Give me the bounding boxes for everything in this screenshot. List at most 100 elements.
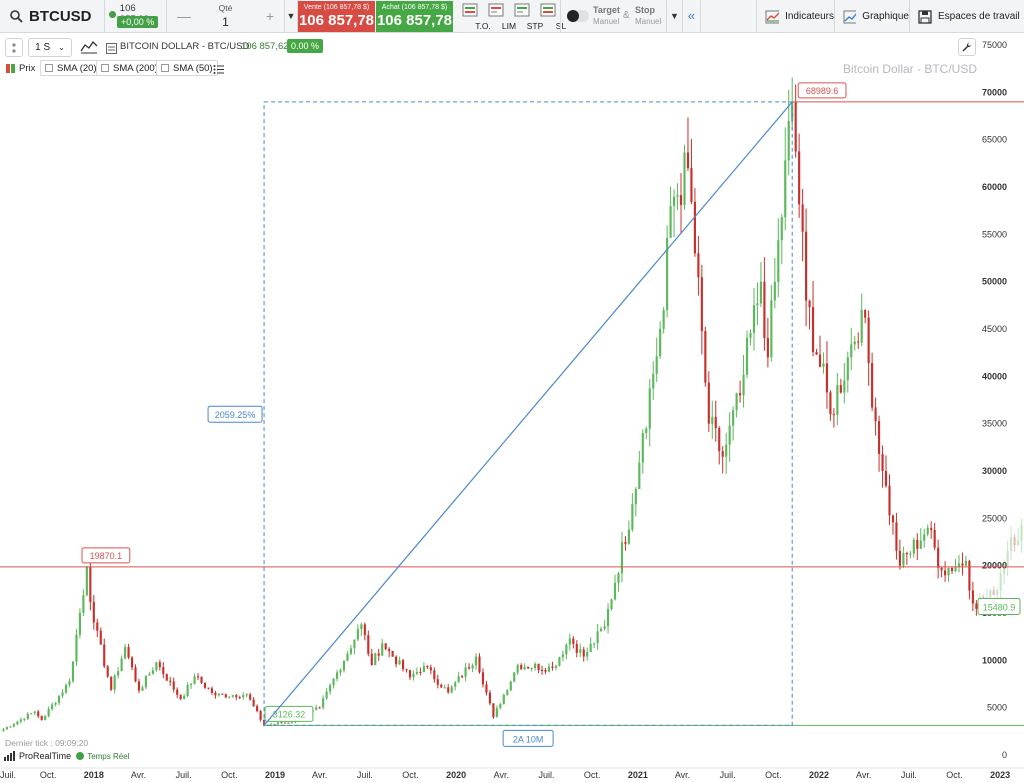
order-type-lim-button[interactable]: LIM xyxy=(483,3,516,31)
toggle-switch[interactable] xyxy=(567,10,589,22)
candle xyxy=(676,183,679,211)
timeframe-value: 1 S xyxy=(35,42,51,53)
drag-handle[interactable] xyxy=(5,38,23,57)
candle xyxy=(811,280,815,357)
candle xyxy=(572,636,575,649)
candle xyxy=(540,665,544,675)
symbol-search[interactable]: BTCUSD xyxy=(0,0,105,33)
candle xyxy=(916,533,919,561)
candle xyxy=(666,225,669,318)
candle xyxy=(443,684,446,689)
candle xyxy=(610,598,613,611)
candle xyxy=(287,722,290,724)
order-type-stp-button[interactable]: STP xyxy=(509,3,543,31)
legend-sma-200[interactable]: SMA (200) xyxy=(96,60,163,76)
candle xyxy=(805,208,808,327)
candle xyxy=(714,400,717,442)
candle xyxy=(801,188,804,262)
sma-200-checkbox[interactable] xyxy=(101,64,109,72)
qty-plus-button[interactable]: + xyxy=(265,8,274,24)
measure-tool[interactable]: 2059.25% 2A 10M xyxy=(207,101,793,747)
candle xyxy=(127,643,130,660)
chevron-down-icon: ⌄ xyxy=(58,43,65,52)
candle xyxy=(735,392,738,418)
candle xyxy=(575,640,578,658)
y-tick-label: 50000 xyxy=(982,277,1007,287)
chart-button[interactable]: Graphique xyxy=(834,0,909,33)
candle xyxy=(728,412,731,462)
candle xyxy=(596,623,599,650)
candle xyxy=(909,550,912,559)
x-tick-label: 2018 xyxy=(84,770,104,780)
sma-50-checkbox[interactable] xyxy=(161,64,169,72)
candle xyxy=(759,262,763,307)
measure-box[interactable] xyxy=(263,101,793,726)
settings-button[interactable] xyxy=(958,38,976,56)
order-type-sl-button[interactable]: SL xyxy=(535,3,566,31)
candle xyxy=(919,528,922,549)
chart-type-icon xyxy=(80,40,98,54)
candle xyxy=(61,688,64,698)
timeframe-select[interactable]: 1 S ⌄ xyxy=(28,38,72,57)
candle xyxy=(322,695,325,710)
candle xyxy=(989,588,992,605)
qty-minus-button[interactable]: — xyxy=(177,8,191,24)
list-icon xyxy=(213,65,224,74)
change-badge: +0,00 % xyxy=(117,16,159,28)
candle xyxy=(603,620,606,631)
candle xyxy=(579,643,582,658)
qty-dropdown-button[interactable]: ▼ xyxy=(285,0,298,33)
candle xyxy=(843,363,846,404)
candle xyxy=(474,653,478,670)
candle xyxy=(957,554,961,573)
candle xyxy=(836,372,839,425)
candle xyxy=(697,235,700,296)
candle xyxy=(339,668,342,676)
x-tick-label: Avr. xyxy=(675,770,690,780)
legend-list-button[interactable] xyxy=(213,62,224,80)
workspaces-button[interactable]: Espaces de travail xyxy=(909,0,1024,33)
save-icon xyxy=(918,9,932,24)
target-dropdown-button[interactable]: ▼ xyxy=(667,0,683,33)
candle xyxy=(582,646,585,662)
candle xyxy=(787,89,790,176)
collapse-panel-button[interactable]: « xyxy=(683,0,701,33)
legend-price-label: Prix xyxy=(19,62,36,74)
indicators-button[interactable]: Indicateurs xyxy=(756,0,834,33)
candle xyxy=(461,674,464,679)
candle xyxy=(846,351,849,393)
qty-input[interactable]: 1 xyxy=(222,15,229,29)
candle xyxy=(593,642,596,649)
buy-price: 106 857,78 xyxy=(376,12,453,29)
candle xyxy=(311,707,314,715)
candle xyxy=(891,514,895,535)
candle xyxy=(766,318,769,368)
candle xyxy=(554,664,558,671)
buy-button[interactable]: Achat (106 857,78 $) 106 857,78 xyxy=(376,1,453,32)
candle xyxy=(103,638,106,669)
candle xyxy=(325,688,328,700)
order-type-to-button[interactable]: T.O. xyxy=(457,3,491,31)
svg-text:15480.9: 15480.9 xyxy=(983,602,1016,612)
candle xyxy=(2,728,5,732)
chart-label: Graphique xyxy=(862,11,909,22)
candle xyxy=(120,655,123,672)
candle xyxy=(950,566,954,574)
candle xyxy=(937,539,940,579)
candle xyxy=(196,673,200,681)
sma-20-checkbox[interactable] xyxy=(45,64,53,72)
realtime-dot-icon xyxy=(76,752,85,760)
legend-sma-20[interactable]: SMA (20) xyxy=(40,60,102,76)
candle xyxy=(975,600,978,616)
legend-price[interactable]: Prix xyxy=(4,60,39,76)
chart-type-button[interactable] xyxy=(80,39,98,60)
candle xyxy=(944,561,947,582)
measure-diagonal[interactable] xyxy=(263,101,793,726)
target-stop-toggle[interactable]: Target Manuel & Stop Manuel xyxy=(560,0,667,33)
sell-button[interactable]: Vente (106 857,78 $) 106 857,78 xyxy=(298,1,375,32)
y-tick-label: 75000 xyxy=(982,40,1007,50)
candle xyxy=(252,697,255,707)
candle xyxy=(360,622,363,637)
legend-sma-50[interactable]: SMA (50) xyxy=(156,60,218,76)
